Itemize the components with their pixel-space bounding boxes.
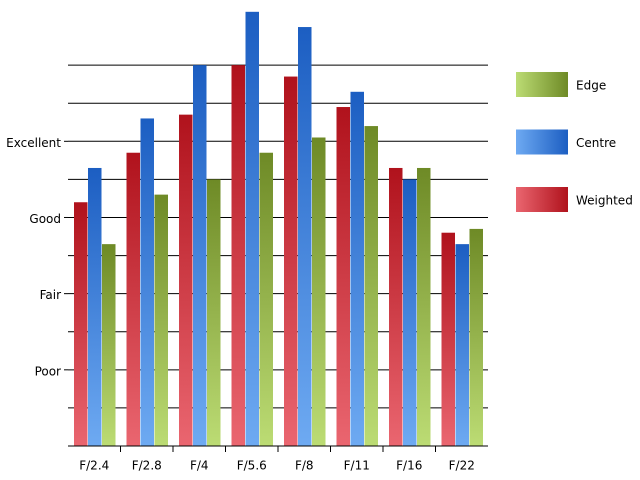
bar	[259, 152, 273, 446]
bar	[207, 179, 221, 447]
bar	[140, 118, 154, 446]
legend-label: Edge	[576, 79, 606, 93]
bar	[126, 152, 140, 446]
x-tick-label: F/11	[344, 459, 370, 473]
bar	[102, 244, 116, 446]
bar	[231, 65, 245, 446]
bar	[312, 137, 326, 446]
x-tick-label: F/8	[295, 459, 314, 473]
bar	[417, 167, 431, 446]
legend-swatch	[516, 129, 568, 155]
bar	[455, 244, 469, 446]
bar	[179, 114, 193, 446]
legend-swatch	[516, 72, 568, 97]
y-tick-label: Fair	[40, 288, 61, 302]
bar	[193, 65, 207, 446]
bar	[88, 167, 102, 446]
bar	[364, 126, 378, 446]
bar	[350, 91, 364, 446]
bar	[389, 167, 403, 446]
legend-label: Weighted	[576, 194, 633, 208]
bar	[469, 228, 483, 446]
x-tick-label: F/4	[190, 459, 209, 473]
x-tick-label: F/2.4	[79, 459, 109, 473]
bar	[298, 27, 312, 446]
legend-label: Centre	[576, 136, 616, 150]
bar	[403, 179, 417, 447]
bar	[74, 202, 88, 446]
legend-swatch	[516, 187, 568, 212]
x-tick-label: F/16	[396, 459, 422, 473]
x-tick-label: F/22	[449, 459, 475, 473]
y-tick-label: Excellent	[6, 136, 61, 150]
bar	[154, 194, 168, 446]
x-tick-label: F/5.6	[237, 459, 267, 473]
bar	[441, 232, 455, 446]
bar	[245, 11, 259, 447]
bar	[336, 107, 350, 446]
bar	[284, 76, 298, 446]
x-tick-label: F/2.8	[132, 459, 162, 473]
y-tick-label: Good	[29, 212, 61, 226]
y-tick-label: Poor	[35, 364, 61, 378]
